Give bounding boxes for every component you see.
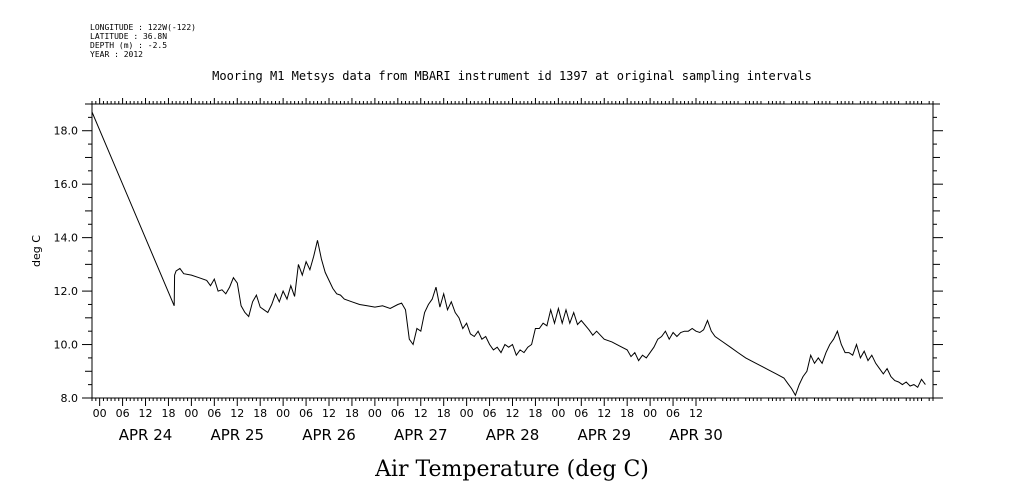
x-hour-tick-label: 18 bbox=[528, 407, 542, 420]
x-day-label: APR 30 bbox=[669, 426, 723, 444]
y-tick-label: 8.0 bbox=[61, 392, 79, 405]
y-tick-label: 16.0 bbox=[54, 178, 79, 191]
x-hour-tick-label: 06 bbox=[483, 407, 497, 420]
x-hour-tick-label: 12 bbox=[506, 407, 520, 420]
tick-labels: 00 06 12 18 00 06 12 18 00 06 12 18 00 06 12 18 00 06 12 18… bbox=[54, 125, 723, 444]
x-hour-tick-label: 00 bbox=[276, 407, 290, 420]
y-axis-label: deg C bbox=[30, 235, 43, 267]
x-hour-tick-label: 00 bbox=[460, 407, 474, 420]
x-hour-tick-label: 06 bbox=[666, 407, 680, 420]
y-tick-label: 10.0 bbox=[54, 339, 79, 352]
x-hour-tick-label: 00 bbox=[184, 407, 198, 420]
x-day-label: APR 28 bbox=[486, 426, 540, 444]
x-hour-tick-label: 12 bbox=[139, 407, 153, 420]
x-hour-tick-label: 12 bbox=[689, 407, 703, 420]
x-day-label: APR 24 bbox=[119, 426, 173, 444]
x-hour-tick-label: 18 bbox=[161, 407, 175, 420]
x-day-label: APR 26 bbox=[302, 426, 356, 444]
x-hour-tick-label: 06 bbox=[116, 407, 130, 420]
axis-ticks bbox=[82, 98, 943, 406]
x-day-label: APR 25 bbox=[210, 426, 264, 444]
plot-frame bbox=[91, 103, 934, 399]
x-hour-tick-label: 00 bbox=[551, 407, 565, 420]
x-day-label: APR 29 bbox=[577, 426, 631, 444]
x-hour-tick-label: 12 bbox=[597, 407, 611, 420]
y-tick-label: 18.0 bbox=[54, 125, 79, 138]
x-hour-tick-label: 18 bbox=[620, 407, 634, 420]
y-tick-label: 12.0 bbox=[54, 285, 79, 298]
depth-label: DEPTH (m) : -2.5 bbox=[90, 41, 167, 50]
longitude-label: LONGITUDE : 122W(-122) bbox=[90, 23, 196, 32]
x-hour-tick-label: 18 bbox=[253, 407, 267, 420]
air-temperature-line bbox=[91, 111, 926, 397]
x-hour-tick-label: 12 bbox=[322, 407, 336, 420]
x-hour-tick-label: 06 bbox=[207, 407, 221, 420]
x-hour-tick-label: 18 bbox=[345, 407, 359, 420]
x-hour-tick-label: 06 bbox=[574, 407, 588, 420]
year-label: YEAR : 2012 bbox=[90, 50, 143, 59]
x-day-label: APR 27 bbox=[394, 426, 448, 444]
y-tick-label: 14.0 bbox=[54, 232, 79, 245]
x-hour-tick-label: 00 bbox=[93, 407, 107, 420]
x-hour-tick-label: 00 bbox=[368, 407, 382, 420]
x-hour-tick-label: 06 bbox=[299, 407, 313, 420]
x-axis-label: Air Temperature (deg C) bbox=[374, 457, 649, 482]
x-hour-tick-label: 12 bbox=[230, 407, 244, 420]
latitude-label: LATITUDE : 36.8N bbox=[90, 32, 167, 41]
x-hour-tick-label: 06 bbox=[391, 407, 405, 420]
x-hour-tick-label: 18 bbox=[437, 407, 451, 420]
x-hour-tick-label: 00 bbox=[643, 407, 657, 420]
chart-title: Mooring M1 Metsys data from MBARI instru… bbox=[212, 69, 812, 83]
x-hour-tick-label: 12 bbox=[414, 407, 428, 420]
